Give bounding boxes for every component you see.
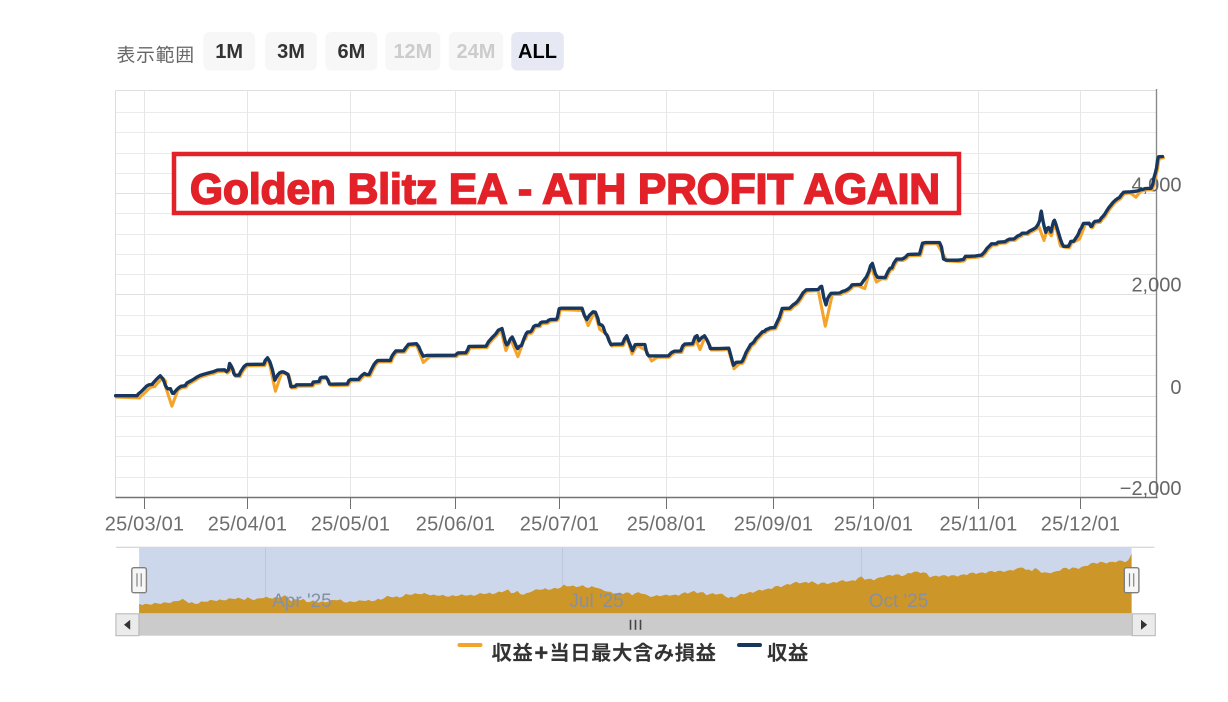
svg-text:25/03/01: 25/03/01 <box>105 514 184 536</box>
svg-text:6M: 6M <box>338 41 366 63</box>
svg-text:25/07/01: 25/07/01 <box>520 514 599 536</box>
svg-text:25/04/01: 25/04/01 <box>208 514 287 536</box>
svg-text:25/06/01: 25/06/01 <box>416 514 495 536</box>
svg-text:25/08/01: 25/08/01 <box>627 514 706 536</box>
svg-text:2,000: 2,000 <box>1131 275 1181 297</box>
svg-text:12M: 12M <box>393 41 432 63</box>
svg-text:25/10/01: 25/10/01 <box>834 514 913 536</box>
svg-text:−2,000: −2,000 <box>1120 478 1182 500</box>
svg-text:25/11/01: 25/11/01 <box>940 514 1018 536</box>
svg-text:Golden Blitz EA - ATH PROFIT A: Golden Blitz EA - ATH PROFIT AGAIN <box>190 166 940 214</box>
svg-text:Jul '25: Jul '25 <box>569 591 623 612</box>
svg-text:1M: 1M <box>215 41 243 63</box>
svg-text:ALL: ALL <box>518 41 557 63</box>
svg-text:25/05/01: 25/05/01 <box>311 514 390 536</box>
svg-text:0: 0 <box>1170 377 1181 399</box>
svg-text:24M: 24M <box>457 41 496 63</box>
svg-text:3M: 3M <box>277 41 305 63</box>
svg-text:Apr '25: Apr '25 <box>272 591 332 612</box>
svg-text:Oct '25: Oct '25 <box>869 591 929 612</box>
svg-text:25/09/01: 25/09/01 <box>734 514 813 536</box>
svg-text:25/12/01: 25/12/01 <box>1041 514 1120 536</box>
